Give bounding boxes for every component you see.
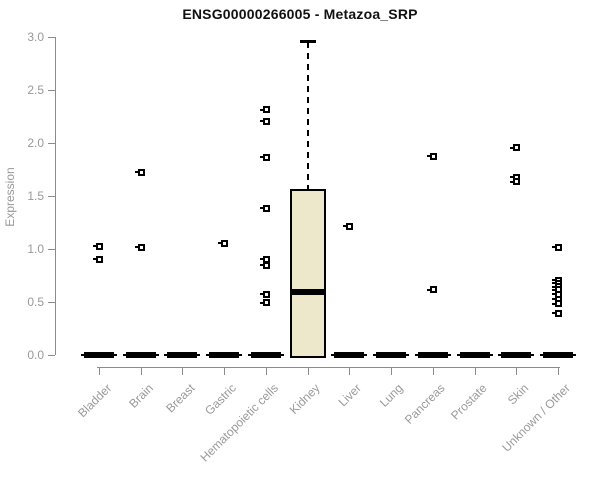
outlier-point-hematopoietic-cells	[259, 261, 270, 269]
outlier-point-brain	[134, 243, 145, 251]
y-tick	[48, 196, 55, 197]
whisker-kidney	[306, 42, 309, 189]
whisker-cap-kidney	[299, 40, 316, 44]
x-category-label-brain: Brain	[125, 381, 156, 411]
y-tick-label: 0.5	[27, 295, 44, 309]
y-tick	[48, 302, 55, 303]
x-category-label-liver: Liver	[335, 381, 365, 410]
x-tick	[182, 368, 184, 375]
y-tick-label: 1.0	[27, 242, 44, 256]
zero-bar-pancreas	[414, 352, 451, 358]
x-category-label-skin: Skin	[504, 381, 532, 408]
zero-bar-brain	[122, 352, 159, 358]
outlier-point-hematopoietic-cells	[259, 106, 270, 114]
x-category-label-bladder: Bladder	[74, 381, 114, 421]
x-tick	[265, 368, 267, 375]
x-tick	[516, 368, 518, 375]
y-tick	[48, 37, 55, 38]
x-tick	[474, 368, 476, 375]
outlier-point-unknown-other	[551, 309, 562, 317]
y-axis-line	[55, 37, 56, 355]
x-category-label-kidney: Kidney	[286, 381, 323, 417]
outlier-point-pancreas	[426, 152, 437, 160]
zero-bar-gastric	[206, 352, 243, 358]
zero-bar-liver	[331, 352, 368, 358]
x-tick	[349, 368, 351, 375]
outlier-point-skin	[510, 144, 521, 152]
y-tick-label: 2.5	[27, 83, 44, 97]
x-tick	[99, 368, 100, 375]
x-tick	[391, 368, 393, 375]
outlier-point-hematopoietic-cells	[259, 153, 270, 161]
zero-bar-unknown-other	[539, 352, 576, 358]
x-axis-line	[97, 367, 560, 368]
zero-bar-breast	[164, 352, 201, 358]
x-tick	[557, 368, 559, 375]
outlier-point-hematopoietic-cells	[259, 299, 270, 306]
zero-bar-bladder	[81, 352, 117, 358]
outlier-point-hematopoietic-cells	[259, 255, 270, 263]
outlier-point-hematopoietic-cells	[259, 290, 270, 298]
outlier-point-unknown-other	[551, 300, 562, 308]
x-category-label-pancreas: Pancreas	[401, 381, 448, 427]
x-category-label-gastric: Gastric	[202, 381, 240, 418]
y-tick-label: 1.5	[27, 189, 44, 203]
outlier-point-gastric	[218, 239, 229, 247]
outlier-point-hematopoietic-cells	[259, 117, 270, 125]
y-tick-label: 0.0	[27, 348, 44, 362]
outlier-point-bladder	[93, 242, 103, 250]
outlier-point-hematopoietic-cells	[259, 204, 270, 212]
zero-bar-skin	[498, 352, 535, 358]
y-tick	[48, 355, 55, 356]
x-category-label-hematopoietic-cells: Hematopoietic cells	[197, 381, 281, 465]
box-kidney	[289, 188, 326, 358]
y-tick	[48, 249, 55, 250]
zero-bar-lung	[373, 352, 410, 358]
y-tick	[48, 143, 55, 144]
x-tick	[140, 368, 142, 375]
outlier-point-liver	[343, 222, 354, 230]
x-tick	[432, 368, 434, 375]
x-tick	[224, 368, 226, 375]
y-tick-label: 3.0	[27, 30, 44, 44]
chart-title: ENSG00000266005 - Metazoa_SRP	[182, 6, 418, 22]
outlier-point-bladder	[93, 255, 103, 263]
outlier-point-unknown-other	[551, 243, 562, 251]
x-category-label-prostate: Prostate	[447, 381, 490, 423]
y-tick-label: 2.0	[27, 136, 44, 150]
zero-bar-hematopoietic-cells	[247, 352, 284, 358]
x-tick	[307, 368, 309, 375]
outlier-point-skin	[510, 178, 521, 186]
outlier-point-brain	[134, 168, 145, 176]
x-category-label-breast: Breast	[162, 381, 198, 416]
y-tick	[48, 90, 55, 91]
median-kidney	[291, 289, 324, 296]
x-category-label-lung: Lung	[377, 381, 406, 410]
zero-bar-prostate	[456, 352, 493, 358]
outlier-point-pancreas	[426, 286, 437, 294]
